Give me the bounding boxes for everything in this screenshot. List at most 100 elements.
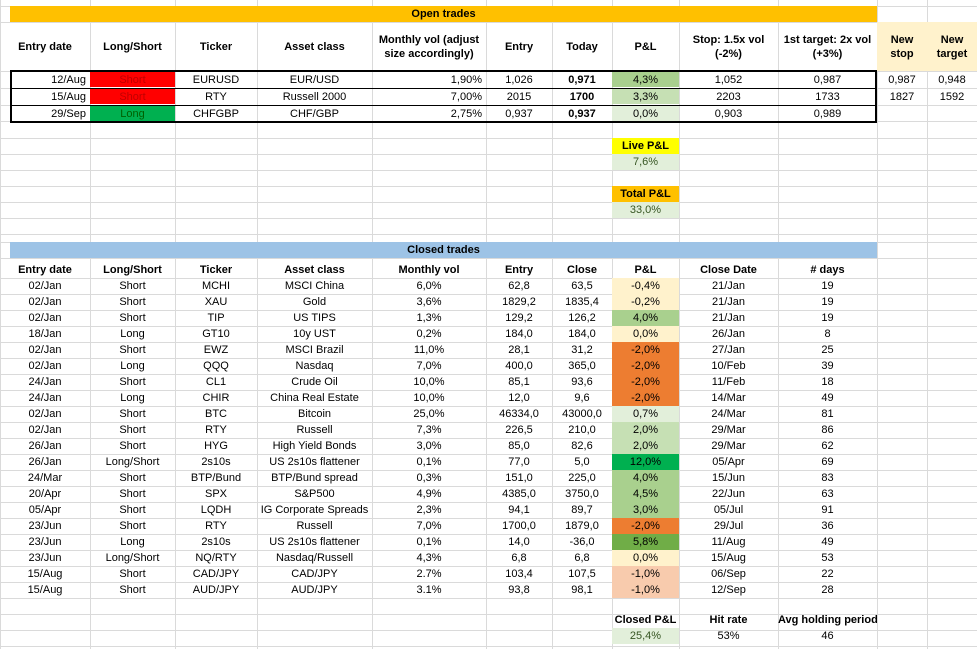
closed-pl[interactable]: -0,2%: [631, 296, 660, 308]
closed-ticker[interactable]: CAD/JPY: [192, 568, 240, 580]
closed-ticker[interactable]: AUD/JPY: [192, 584, 240, 596]
open-entry[interactable]: 2015: [506, 91, 532, 103]
closed-close-date[interactable]: 21/Jan: [711, 280, 746, 292]
closed-side[interactable]: Short: [119, 408, 146, 420]
closed-side[interactable]: Short: [119, 312, 146, 324]
closed-close-date[interactable]: 29/Jul: [713, 520, 744, 532]
closed-ticker[interactable]: 2s10s: [201, 456, 231, 468]
open-today[interactable]: 0,937: [568, 108, 596, 120]
total-pl-label[interactable]: Total P&L: [620, 188, 671, 200]
closed-entry[interactable]: 94,1: [508, 504, 530, 516]
closed-days[interactable]: 19: [821, 280, 834, 292]
closed-close[interactable]: 43000,0: [562, 408, 602, 420]
open-pl[interactable]: 4,3%: [632, 74, 659, 86]
closed-pl-value[interactable]: 25,4%: [629, 630, 662, 642]
closed-pl[interactable]: 2,0%: [632, 424, 659, 436]
closed-pl[interactable]: -2,0%: [631, 360, 660, 372]
closed-ticker[interactable]: 2s10s: [201, 536, 231, 548]
closed-entry[interactable]: 129,2: [505, 312, 533, 324]
open-entry[interactable]: 1,026: [505, 74, 533, 86]
open-stop[interactable]: 1,052: [714, 74, 743, 86]
closed-ticker[interactable]: BTP/Bund: [190, 472, 242, 484]
closed-close[interactable]: 3750,0: [565, 488, 599, 500]
closed-close[interactable]: 225,0: [568, 472, 596, 484]
closed-pl[interactable]: 0,7%: [632, 408, 659, 420]
open-new-stop[interactable]: 0,987: [888, 74, 916, 86]
closed-pl[interactable]: 4,0%: [632, 472, 659, 484]
closed-pl[interactable]: 0,0%: [632, 552, 659, 564]
closed-ticker[interactable]: QQQ: [203, 360, 229, 372]
closed-close[interactable]: 63,5: [571, 280, 593, 292]
closed-asset-class[interactable]: High Yield Bonds: [272, 440, 357, 452]
closed-entry[interactable]: 14,0: [508, 536, 530, 548]
closed-close-date[interactable]: 29/Mar: [711, 440, 746, 452]
closed-side[interactable]: Short: [119, 504, 146, 516]
closed-entry-date[interactable]: 02/Jan: [28, 296, 62, 308]
closed-pl-label[interactable]: Closed P&L: [614, 614, 677, 626]
closed-entry[interactable]: 62,8: [508, 280, 530, 292]
closed-asset-class[interactable]: China Real Estate: [270, 392, 359, 404]
closed-side[interactable]: Short: [119, 296, 146, 308]
closed-side[interactable]: Short: [119, 568, 146, 580]
closed-entry[interactable]: 4385,0: [502, 488, 536, 500]
closed-monthly-vol[interactable]: 0,3%: [416, 472, 442, 484]
closed-close[interactable]: 126,2: [568, 312, 596, 324]
open-new-target[interactable]: 1592: [939, 91, 965, 103]
closed-close[interactable]: 107,5: [568, 568, 596, 580]
closed-asset-class[interactable]: BTP/Bund spread: [271, 472, 358, 484]
closed-entry[interactable]: 77,0: [508, 456, 530, 468]
closed-close-date[interactable]: 10/Feb: [711, 360, 746, 372]
closed-asset-class[interactable]: Gold: [302, 296, 327, 308]
closed-pl[interactable]: -2,0%: [631, 344, 660, 356]
hit-rate-label[interactable]: Hit rate: [709, 614, 748, 626]
live-pl-label[interactable]: Live P&L: [621, 140, 670, 152]
closed-close[interactable]: 93,6: [571, 376, 593, 388]
closed-days[interactable]: 22: [821, 568, 834, 580]
closed-entry[interactable]: 103,4: [505, 568, 533, 580]
closed-side[interactable]: Long: [120, 392, 145, 404]
closed-entry[interactable]: 6,8: [511, 552, 527, 564]
closed-close-date[interactable]: 05/Jul: [713, 504, 744, 516]
closed-entry[interactable]: 184,0: [505, 328, 533, 340]
closed-close[interactable]: 210,0: [568, 424, 596, 436]
closed-side[interactable]: Long: [120, 328, 145, 340]
closed-side[interactable]: Short: [119, 520, 146, 532]
closed-close-date[interactable]: 14/Mar: [711, 392, 746, 404]
closed-ticker[interactable]: CL1: [205, 376, 227, 388]
closed-entry[interactable]: 400,0: [505, 360, 533, 372]
closed-entry[interactable]: 1700,0: [502, 520, 536, 532]
open-today[interactable]: 0,971: [568, 74, 596, 86]
closed-ticker[interactable]: SPX: [204, 488, 227, 500]
closed-close-date[interactable]: 21/Jan: [711, 312, 746, 324]
closed-monthly-vol[interactable]: 25,0%: [413, 408, 445, 420]
closed-side[interactable]: Short: [119, 440, 146, 452]
closed-side[interactable]: Long/Short: [105, 552, 160, 564]
open-pl[interactable]: 3,3%: [632, 91, 659, 103]
closed-monthly-vol[interactable]: 3,0%: [416, 440, 442, 452]
closed-close-date[interactable]: 05/Apr: [712, 456, 745, 468]
closed-close[interactable]: 5,0: [574, 456, 590, 468]
open-pl[interactable]: 0,0%: [632, 108, 659, 120]
closed-days[interactable]: 91: [821, 504, 834, 516]
closed-days[interactable]: 49: [821, 536, 834, 548]
closed-close[interactable]: 89,7: [571, 504, 593, 516]
closed-entry[interactable]: 226,5: [505, 424, 533, 436]
live-pl-value[interactable]: 7,6%: [632, 156, 659, 168]
closed-entry[interactable]: 12,0: [508, 392, 530, 404]
closed-close[interactable]: 184,0: [568, 328, 596, 340]
closed-ticker[interactable]: XAU: [204, 296, 228, 308]
closed-entry-date[interactable]: 15/Aug: [27, 568, 63, 580]
closed-side[interactable]: Long/Short: [105, 456, 160, 468]
closed-ticker[interactable]: BTC: [205, 408, 227, 420]
closed-ticker[interactable]: RTY: [205, 424, 227, 436]
avg-holding-value[interactable]: 46: [821, 630, 834, 642]
closed-ticker[interactable]: MCHI: [201, 280, 231, 292]
closed-pl[interactable]: -0,4%: [631, 280, 660, 292]
closed-monthly-vol[interactable]: 10,0%: [413, 376, 445, 388]
open-target[interactable]: 0,989: [813, 108, 842, 120]
closed-close-date[interactable]: 06/Sep: [711, 568, 746, 580]
open-side[interactable]: Short: [119, 74, 146, 86]
closed-entry[interactable]: 85,1: [508, 376, 530, 388]
open-asset-class[interactable]: Russell 2000: [282, 91, 347, 103]
closed-side[interactable]: Short: [119, 488, 146, 500]
